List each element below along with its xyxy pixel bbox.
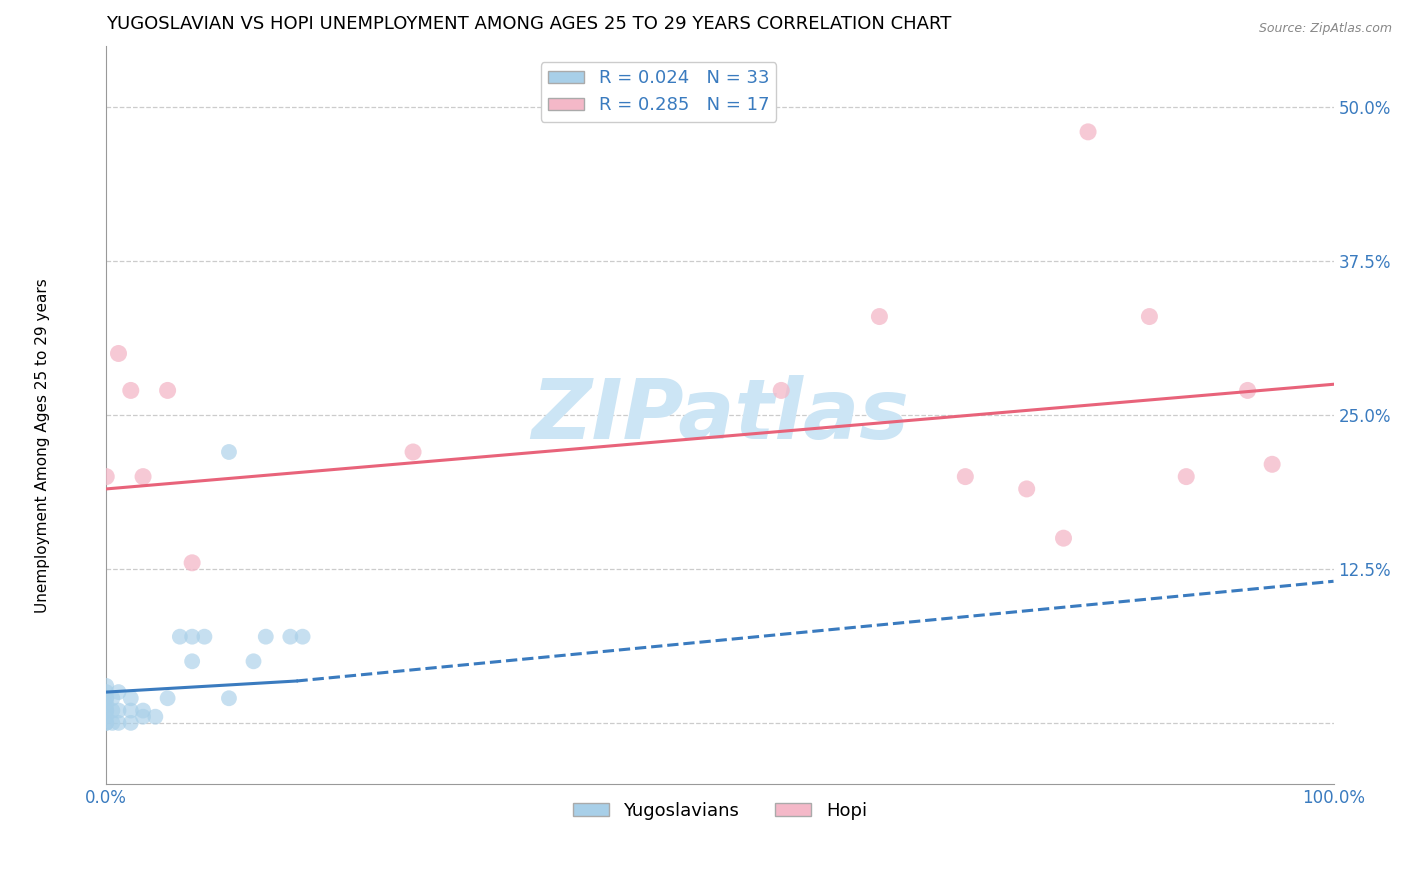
Point [143,709,166,723]
Point [1261,458,1284,472]
Point [1236,384,1258,398]
Point [120,704,142,718]
Point [1052,531,1074,545]
Point [107,704,129,718]
Point [96,715,118,730]
Point [1077,125,1099,139]
Point [101,715,124,730]
Point [278,630,301,644]
Point [132,704,155,718]
Point [96,691,118,706]
Point [1175,469,1198,483]
Point [193,630,215,644]
Text: YUGOSLAVIAN VS HOPI UNEMPLOYMENT AMONG AGES 25 TO 29 YEARS CORRELATION CHART: YUGOSLAVIAN VS HOPI UNEMPLOYMENT AMONG A… [107,15,952,33]
Point [132,709,155,723]
Text: ZIPatlas: ZIPatlas [531,375,908,456]
Text: Source: ZipAtlas.com: Source: ZipAtlas.com [1258,22,1392,36]
Point [107,685,129,699]
Point [181,556,204,570]
Point [254,630,277,644]
Point [181,654,204,668]
Point [120,691,142,706]
Point [96,685,118,699]
Point [132,469,155,483]
Point [218,445,240,459]
Point [770,384,793,398]
Point [107,715,129,730]
Point [402,445,425,459]
Point [96,698,118,712]
Point [96,709,118,723]
Point [96,679,118,693]
Point [955,469,977,483]
Point [156,384,179,398]
Point [96,704,118,718]
Point [120,715,142,730]
Point [96,469,118,483]
Point [96,691,118,706]
Point [1139,310,1161,324]
Point [120,384,142,398]
Point [156,691,179,706]
Point [242,654,264,668]
Point [107,346,129,360]
Point [868,310,890,324]
Point [169,630,191,644]
Point [181,630,204,644]
Text: Unemployment Among Ages 25 to 29 years: Unemployment Among Ages 25 to 29 years [35,278,49,614]
Point [218,691,240,706]
Legend: Yugoslavians, Hopi: Yugoslavians, Hopi [565,795,875,827]
Point [291,630,314,644]
Point [1015,482,1038,496]
Point [96,704,118,718]
Point [101,691,124,706]
Point [101,704,124,718]
Point [96,715,118,730]
